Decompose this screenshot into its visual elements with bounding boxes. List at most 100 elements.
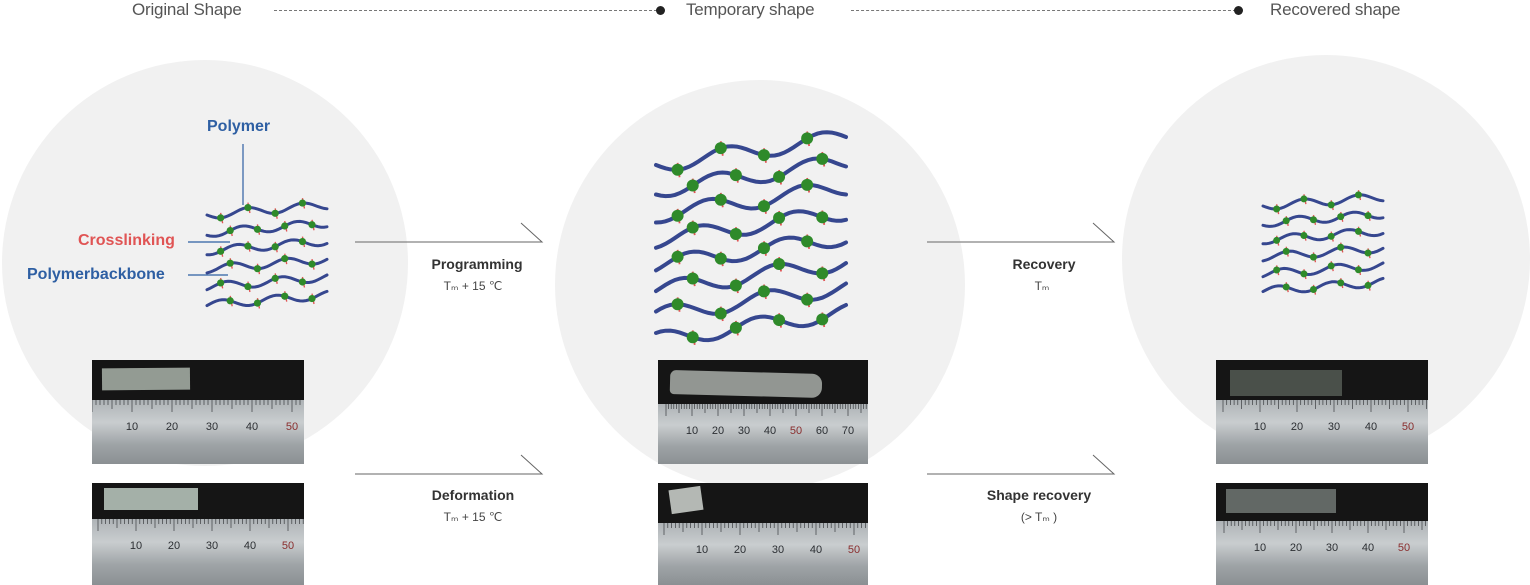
crosslink-node [271,209,279,217]
crosslink-node [816,211,829,224]
crosslink-node [714,142,727,155]
ruler-number: 50 [790,425,802,437]
crosslink-node [1309,286,1317,294]
crosslinking-label: Crosslinking [78,232,175,249]
photo-original-deformation: 10 20 30 40 50 [92,483,304,585]
crosslink-node [1337,279,1345,287]
crosslink-node [773,211,786,224]
steel-ruler: 10 20 30 40 50 [92,519,304,585]
crosslink-node [217,214,225,222]
crosslink-node [773,257,786,270]
ruler-number: 50 [1398,542,1410,554]
ruler-number: 40 [764,425,776,437]
polymer-film-sample [101,367,191,391]
polymer-chain [205,273,329,292]
crosslink-node [801,235,814,248]
crosslink-node [714,252,727,265]
crosslink-node [253,265,262,273]
crosslink-node [244,242,252,250]
polymer-network-original [205,197,329,309]
ruler-number: 20 [1290,542,1302,554]
stage-connector-1 [274,10,662,11]
crosslink-node [757,285,770,298]
crosslink-node [308,221,316,229]
steel-ruler: 10 20 30 40 50 [658,523,868,585]
ruler-number: 60 [816,425,828,437]
stage-label-recovered: Recovered shape [1270,0,1401,19]
programming-condition: Tₘ + 15 ℃ [443,279,503,293]
crosslink-node [1282,247,1290,255]
crosslink-node [1282,217,1290,225]
crosslink-node [271,243,279,251]
ruler-number: 30 [738,425,750,437]
crosslink-node [1364,212,1372,220]
ruler-number: 30 [1328,421,1340,433]
crosslink-node [773,170,786,183]
crosslink-node [1327,262,1335,270]
crosslink-node [801,178,814,191]
ruler-number: 20 [168,540,180,552]
crosslink-node [271,274,279,282]
photo-temporary-programming: 10 20 30 40 50 60 70 [658,360,868,464]
polymer-chain [205,201,329,220]
ruler-number: 10 [696,544,708,556]
ruler-number: 30 [772,544,784,556]
polymer-backbone-label: Polymerbackbone [27,266,165,283]
polymer-film-sample [1226,489,1336,513]
ruler-number: 10 [686,425,698,437]
polymer-chain [654,235,848,273]
crosslink-node [671,163,684,176]
crosslink-node [816,152,829,165]
crosslink-node [253,299,262,307]
deformation-arrow [355,454,544,475]
crosslink-node [1327,232,1335,240]
crosslink-node [1273,266,1281,274]
polymer-chain [654,130,848,172]
crosslink-node [1364,249,1372,257]
crosslink-node [298,237,307,246]
ruler-number: 50 [282,540,294,552]
crosslink-node [757,149,770,162]
crosslink-node [729,279,742,292]
crosslink-node [217,279,225,287]
crosslink-node [686,272,699,285]
crosslink-node [1300,231,1308,239]
crosslink-node [757,200,770,213]
crosslink-node [308,294,316,303]
deformation-title: Deformation [431,487,515,503]
crosslink-node [1337,213,1345,221]
polymer-chain [1261,193,1385,211]
ruler-number: 40 [810,544,822,556]
shape-recovery-condition: (> Tₘ ) [1020,510,1058,524]
crosslink-node [757,242,770,255]
recovery-arrow [927,222,1116,243]
crosslink-node [1300,270,1308,278]
ruler-number: 20 [734,544,746,556]
crosslink-node [281,292,289,300]
deformation-condition: Tₘ + 15 ℃ [443,510,503,524]
photo-temporary-deformation: 10 20 30 40 50 [658,483,868,585]
crosslink-node [281,255,289,263]
polymer-chain [654,261,848,294]
polymer-chain [654,182,848,225]
crosslink-node [1354,227,1362,235]
ruler-number: 50 [848,544,860,556]
steel-ruler: 10 20 30 40 50 [1216,400,1428,464]
crosslink-node [671,209,684,222]
shape-recovery-title: Shape recovery [986,487,1092,503]
photo-recovered-deformation: 10 20 30 40 50 [1216,483,1428,585]
crosslink-node [1309,253,1317,261]
crosslink-node [773,314,786,327]
polymer-chain [654,156,848,199]
ruler-number: 10 [130,540,142,552]
programming-arrow [355,222,544,243]
ruler-number: 70 [842,425,854,437]
crosslink-node [686,331,699,344]
ruler-number: 40 [1365,421,1377,433]
programming-title: Programming [431,256,523,272]
crosslink-node [1273,236,1281,244]
ruler-number: 10 [126,421,138,433]
ruler-number: 30 [1326,542,1338,554]
photo-original-programming: 10 20 30 40 50 [92,360,304,464]
ruler-number: 30 [206,540,218,552]
